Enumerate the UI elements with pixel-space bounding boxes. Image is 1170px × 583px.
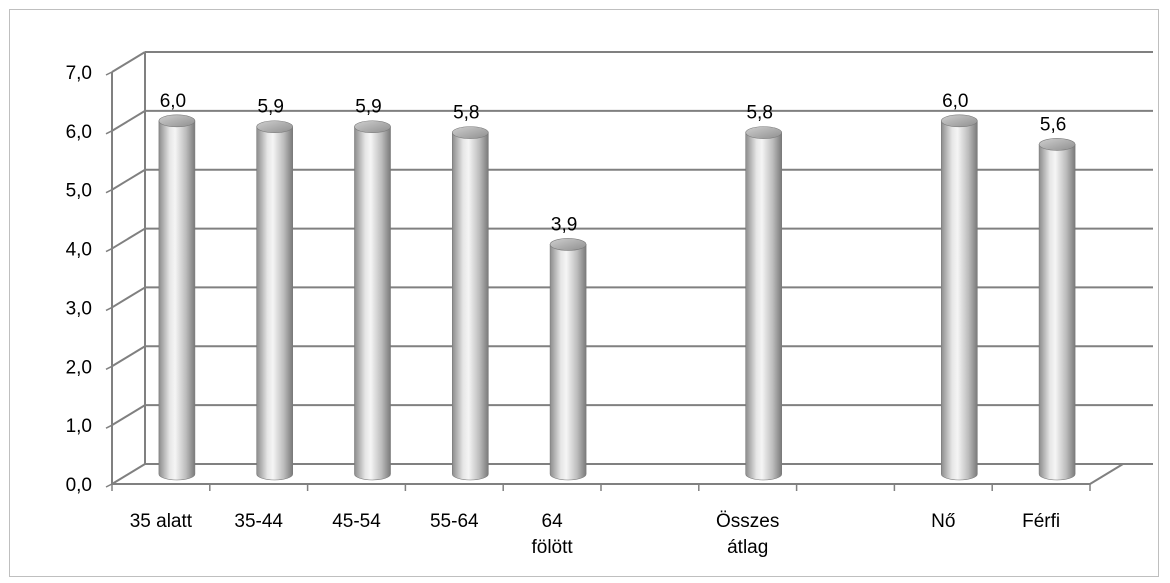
- x-tick-label: Nő: [931, 511, 955, 532]
- bar-body: [158, 120, 196, 481]
- x-tick-label: Összes: [716, 511, 779, 532]
- bar-body: [745, 132, 782, 481]
- bars-layer: [158, 114, 1076, 481]
- bar-body: [256, 126, 293, 481]
- x-tick-label: 35-44: [234, 511, 283, 532]
- bar-cap: [451, 126, 489, 139]
- grid-depth-line: [111, 227, 146, 250]
- y-tick-label: 4,0: [66, 240, 92, 261]
- grid-depth-line: [111, 345, 146, 368]
- x-tick-label: 35 alatt: [130, 511, 193, 532]
- bar: [158, 114, 196, 481]
- bar-cap: [940, 114, 978, 128]
- y-tick-label: 2,0: [66, 357, 92, 378]
- x-tick-label: 64: [542, 511, 564, 532]
- bar-body: [1038, 144, 1076, 481]
- grid-depth-line: [111, 168, 146, 191]
- bar-body: [941, 120, 978, 481]
- bar: [940, 114, 978, 481]
- bar-cap: [354, 120, 391, 134]
- y-tick-label: 0,0: [66, 475, 92, 496]
- x-tick-label: Férfi: [1022, 511, 1060, 532]
- y-tick-mark: [105, 483, 113, 488]
- data-label: 5,9: [355, 97, 381, 118]
- bar-cap: [256, 120, 294, 134]
- y-tick-label: 7,0: [66, 63, 92, 84]
- y-tick-label: 5,0: [66, 181, 92, 202]
- y-tick-label: 3,0: [66, 298, 92, 319]
- bar: [745, 126, 783, 481]
- data-label: 3,9: [551, 214, 577, 235]
- bar: [451, 126, 489, 481]
- bar-cap: [549, 238, 587, 251]
- labels-layer: 35 alatt 6,0 35-44 5,9 45-54 5,9 55-64 5,8 64 föl…: [130, 91, 1067, 558]
- bar-cap: [1038, 138, 1076, 151]
- grid-depth-line: [111, 110, 146, 132]
- y-tick-label: 1,0: [66, 416, 92, 437]
- data-label: 5,9: [257, 97, 283, 118]
- bar-cap: [745, 126, 783, 139]
- grid-depth-line: [111, 463, 146, 485]
- y-tick-label: 6,0: [66, 122, 92, 143]
- grid-depth-line: [111, 286, 146, 309]
- bar-body: [549, 244, 587, 481]
- bar: [549, 238, 587, 481]
- data-label: 5,6: [1040, 114, 1066, 135]
- bar-body: [452, 132, 489, 481]
- data-label: 5,8: [453, 103, 479, 124]
- bar: [354, 120, 391, 481]
- bar-cap: [158, 114, 196, 128]
- data-label: 6,0: [160, 91, 186, 112]
- data-label: 5,8: [746, 103, 772, 124]
- data-label: 6,0: [942, 91, 968, 112]
- x-tick-label: fölött: [531, 537, 573, 558]
- grid-depth-line: [111, 404, 146, 426]
- x-tick-label: 45-54: [332, 511, 381, 532]
- bar: [1038, 138, 1076, 481]
- axes-layer: 0,0 1,0 2,0 3,0 4,0 5,0 6,0 7,0: [66, 51, 1153, 496]
- grid-depth-line: [111, 51, 146, 73]
- x-tick-label: 55-64: [430, 511, 479, 532]
- floor-depth-line: [1089, 463, 1124, 485]
- x-tick-label: átlag: [727, 537, 768, 558]
- bar-body: [354, 126, 391, 481]
- bar: [256, 120, 294, 481]
